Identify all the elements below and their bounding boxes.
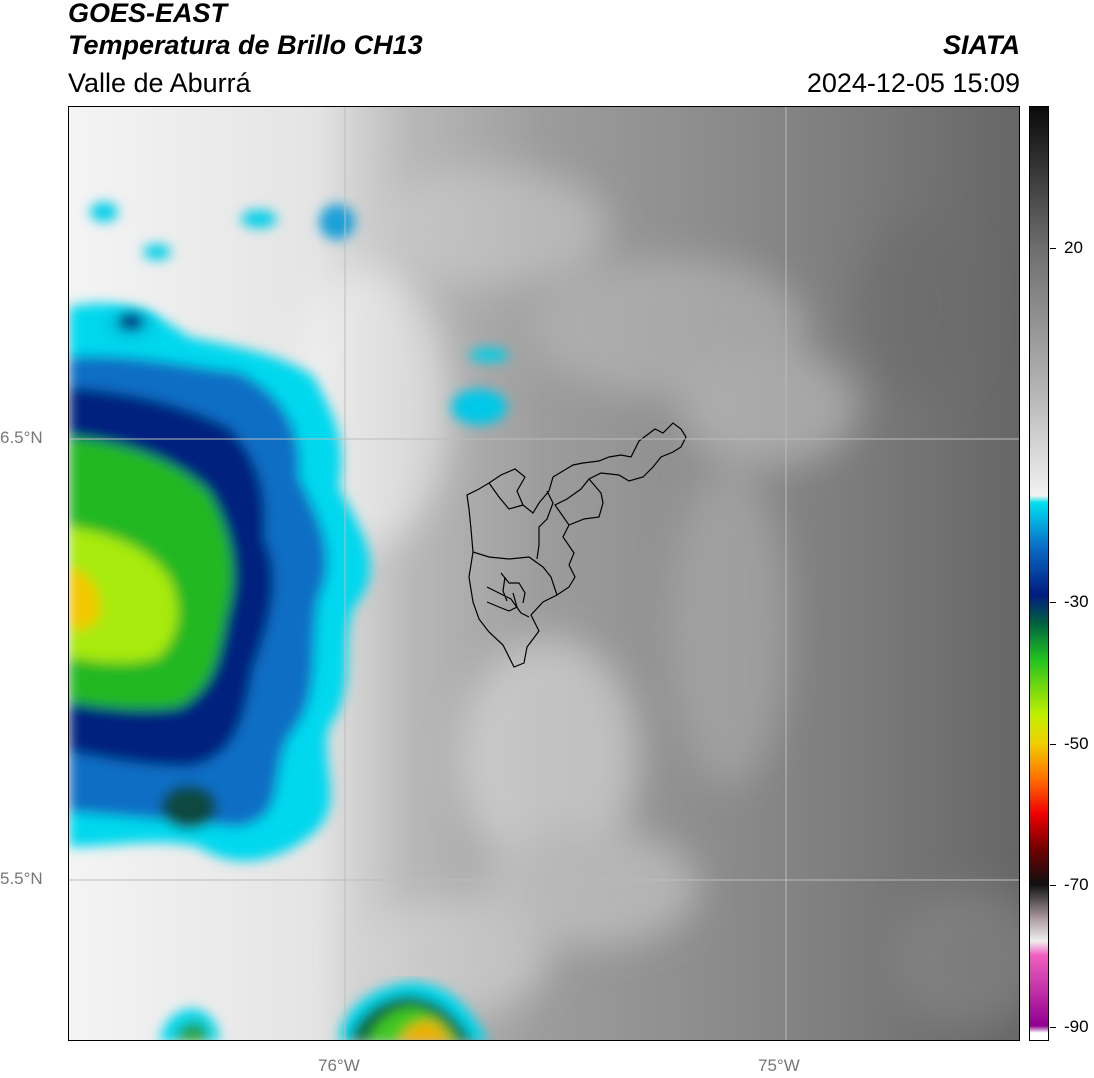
colorbar-tick-mark — [1050, 1026, 1056, 1028]
region-label: Valle de Aburrá — [68, 68, 251, 98]
colorbar-tick-label: -70 — [1064, 875, 1089, 895]
brand-label: SIATA — [943, 30, 1020, 60]
cloud-fragments — [90, 202, 509, 425]
lon-tick-label-76w: 76°W — [318, 1056, 360, 1075]
graticule — [69, 107, 1019, 1040]
convective-system-west — [69, 303, 371, 861]
colorbar-tick-label: 20 — [1064, 237, 1083, 257]
lon-tick-label-75w: 75°W — [758, 1056, 800, 1075]
map-canvas — [69, 107, 1019, 1040]
colorbar — [1029, 106, 1049, 1041]
colorbar-tick-label: -90 — [1064, 1016, 1089, 1036]
colorbar-tick-label: -50 — [1064, 733, 1089, 753]
product-title: Temperatura de Brillo CH13 — [68, 30, 423, 60]
lat-tick-label-5-5: 5.5°N — [0, 869, 43, 888]
colorbar-tick-mark — [1050, 885, 1056, 887]
colorbar-tick-mark — [1050, 247, 1056, 249]
colorbar-tick-label: -30 — [1064, 591, 1089, 611]
lat-tick-label-6-5: 6.5°N — [0, 428, 43, 447]
satellite-title: GOES-EAST — [68, 0, 228, 28]
colorbar-tick-mark — [1050, 601, 1056, 603]
convective-system-south — [159, 982, 488, 1040]
valle-de-aburra-boundary — [466, 422, 687, 668]
timestamp-label: 2024-12-05 15:09 — [806, 68, 1020, 98]
cloud-texture — [289, 167, 1019, 1027]
colorbar-tick-mark — [1050, 743, 1056, 745]
satellite-map[interactable] — [68, 106, 1020, 1041]
